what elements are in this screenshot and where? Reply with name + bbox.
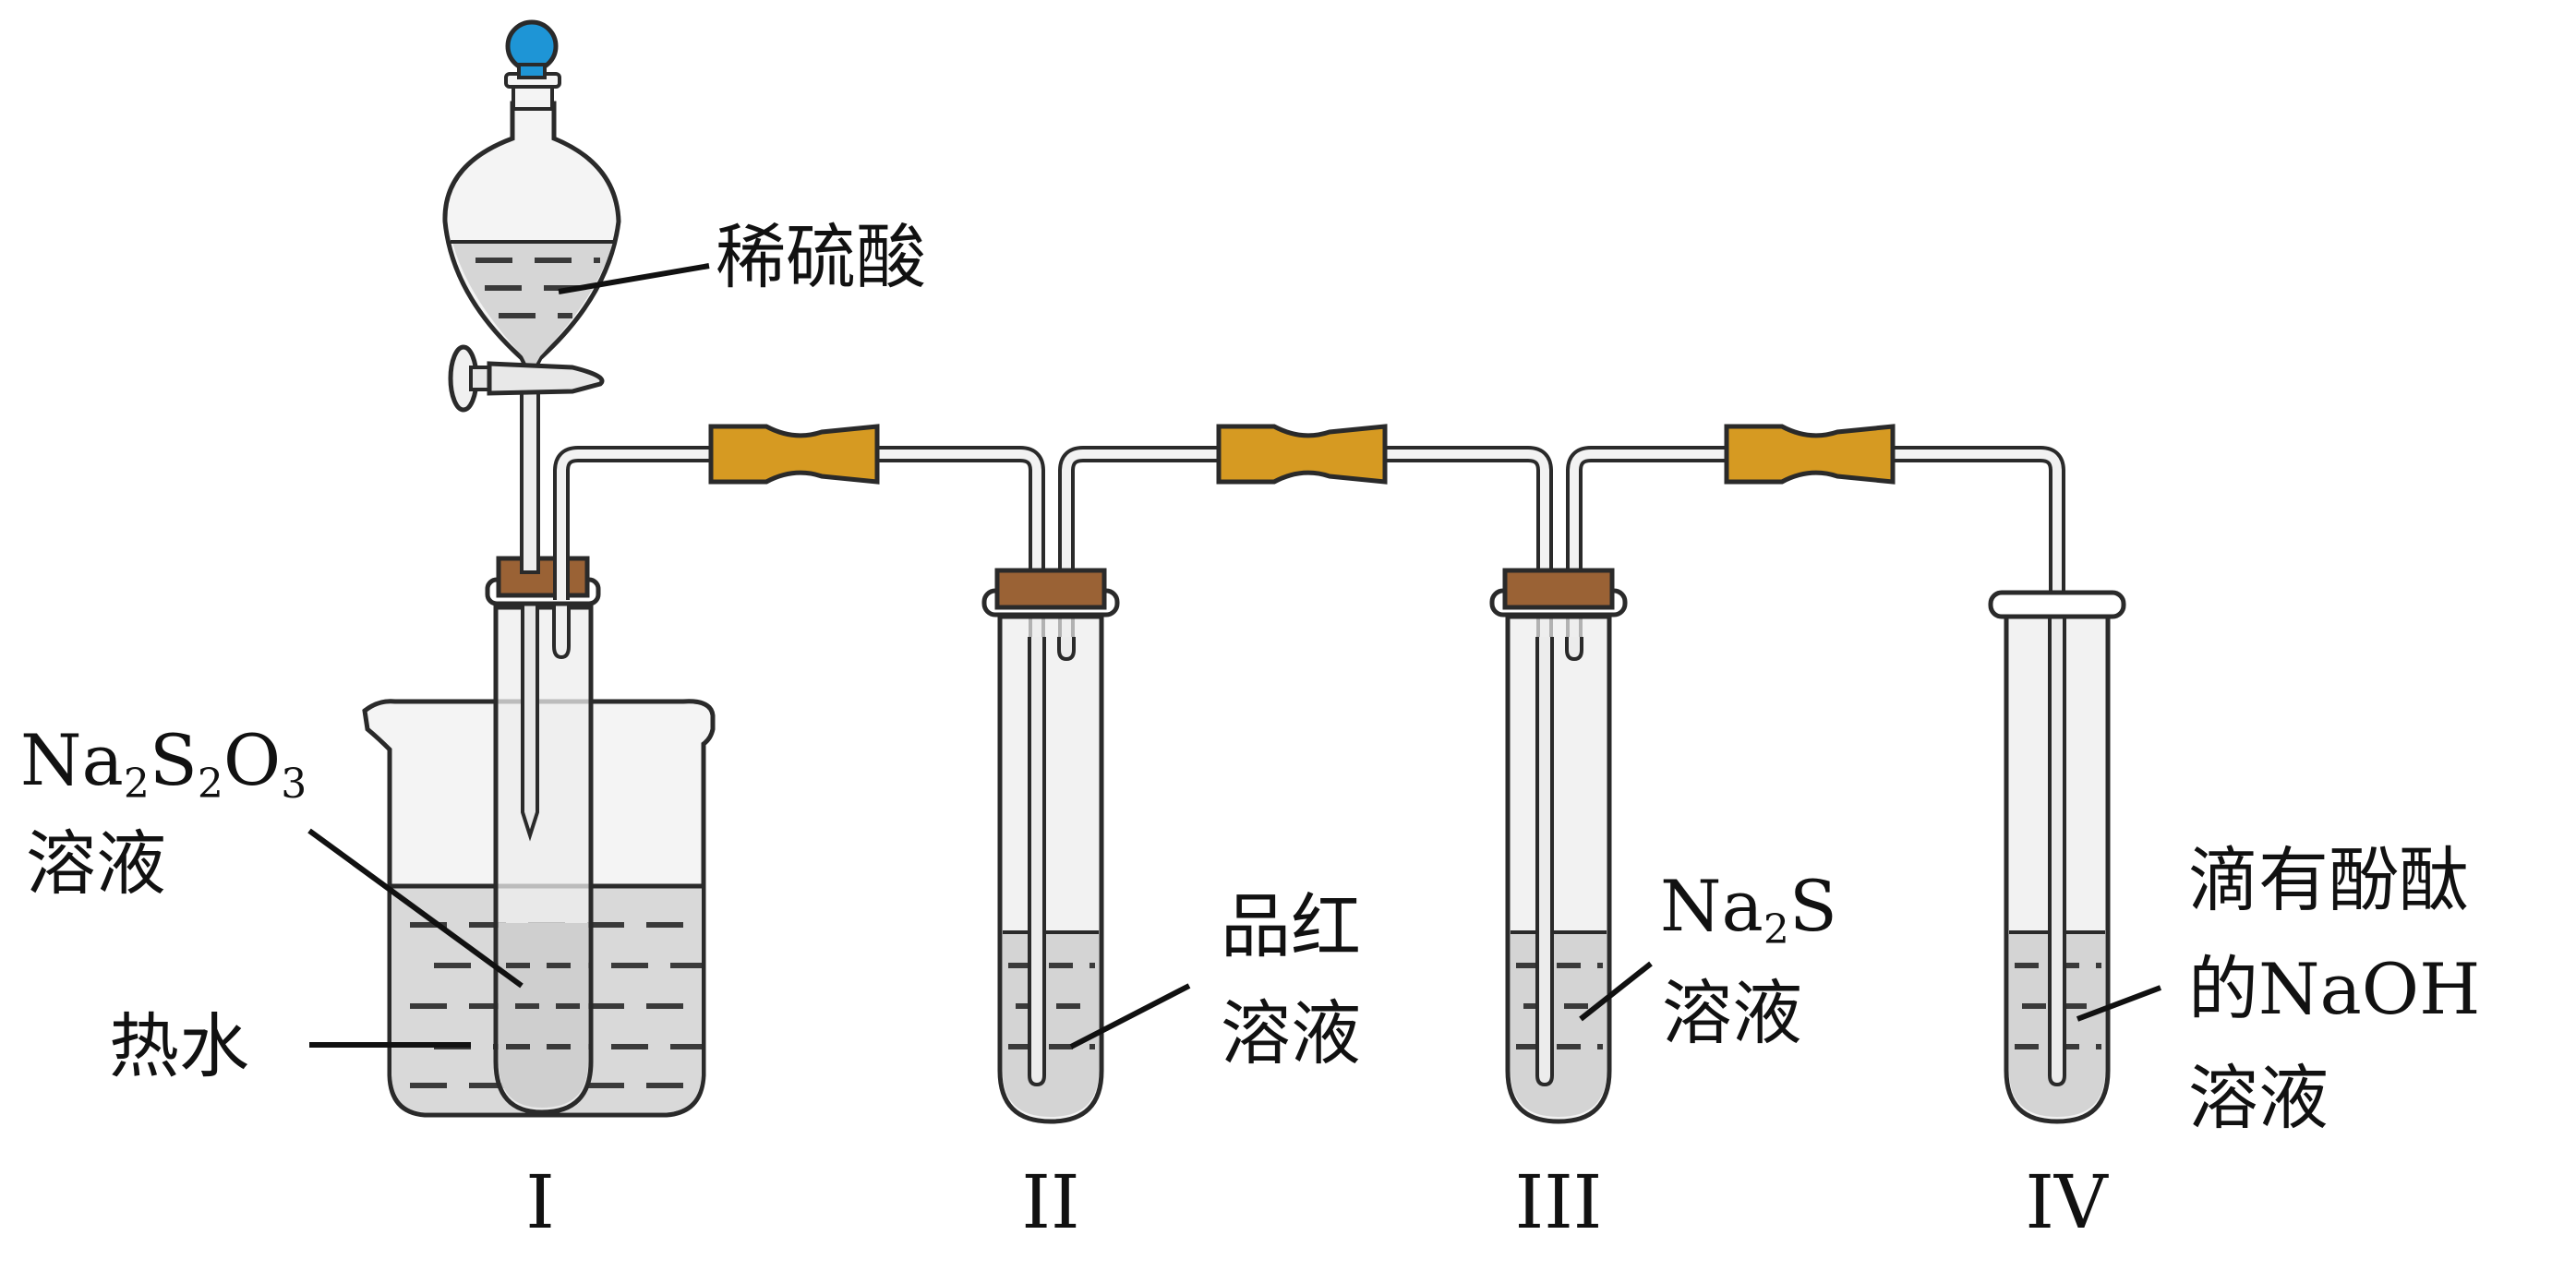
label-tube2-line1: 品红: [1221, 885, 1361, 967]
numeral-3: III: [1515, 1159, 1603, 1245]
test-tube-3: [1489, 568, 1628, 1124]
label-tube4-line2: 的NaOH: [2188, 948, 2480, 1030]
label-tube4-line3: 溶液: [2188, 1057, 2329, 1139]
label-tube2-line2: 溶液: [1221, 992, 1361, 1074]
connecting-tubes: [553, 446, 2065, 637]
label-tube3-line2: 溶液: [1662, 972, 1802, 1054]
leader-tube2: [1069, 983, 1191, 1049]
leader-funnel: [558, 263, 710, 294]
label-bath: 热水: [109, 1005, 249, 1087]
test-tube-4: [1988, 590, 2126, 1124]
numeral-1: I: [525, 1159, 555, 1245]
separatory-funnel: [442, 19, 621, 574]
rubber-connector-2: [1216, 424, 1388, 485]
numeral-4: IV: [2025, 1159, 2109, 1245]
test-tube-1: [485, 556, 601, 1115]
leader-flask-reagent: [307, 828, 524, 989]
label-flask-reagent-line2: 溶液: [26, 822, 166, 905]
label-tube4-line1: 滴有酚酞: [2188, 839, 2469, 921]
numeral-2: II: [1021, 1159, 1079, 1245]
leader-tube4: [2076, 985, 2162, 1022]
test-tube-2: [981, 568, 1120, 1124]
rubber-connector-1: [708, 424, 880, 485]
label-tube3: Na2S: [1660, 865, 1837, 953]
label-funnel-reagent: 稀硫酸: [716, 216, 926, 298]
rubber-connector-3: [1724, 424, 1896, 485]
leader-tube3: [1579, 961, 1653, 1022]
label-flask-reagent: Na2S2O3: [20, 719, 307, 808]
